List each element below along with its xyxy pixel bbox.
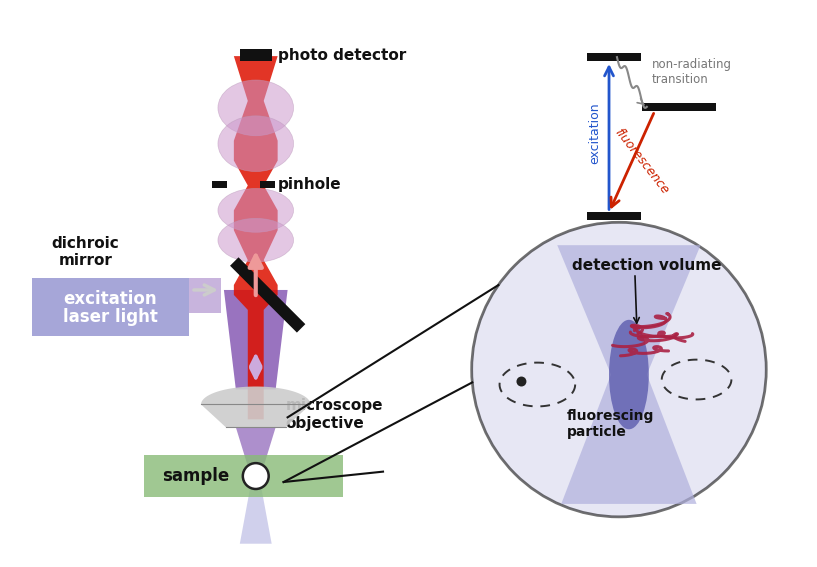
Text: fluorescing
particle: fluorescing particle xyxy=(567,409,654,439)
Bar xyxy=(240,49,272,61)
Ellipse shape xyxy=(218,188,293,232)
Polygon shape xyxy=(224,290,288,390)
Polygon shape xyxy=(201,387,310,404)
Text: excitation: excitation xyxy=(64,290,158,308)
Polygon shape xyxy=(557,245,700,504)
Text: fluorescence: fluorescence xyxy=(612,126,672,197)
Text: microscope
objective: microscope objective xyxy=(286,398,383,430)
Ellipse shape xyxy=(218,218,293,262)
Ellipse shape xyxy=(609,320,649,429)
Bar xyxy=(587,53,641,61)
Text: dichroic
mirror: dichroic mirror xyxy=(51,236,119,268)
Bar xyxy=(212,180,227,188)
Circle shape xyxy=(243,463,269,489)
Polygon shape xyxy=(236,428,275,479)
Bar xyxy=(261,180,275,188)
Bar xyxy=(32,278,189,336)
Circle shape xyxy=(516,376,526,387)
Text: excitation: excitation xyxy=(588,102,601,163)
Text: sample: sample xyxy=(163,467,230,485)
Text: laser light: laser light xyxy=(63,308,158,326)
Polygon shape xyxy=(234,56,278,420)
Text: non-radiating
transition: non-radiating transition xyxy=(652,58,732,86)
Bar xyxy=(189,278,221,313)
Ellipse shape xyxy=(218,116,293,172)
Text: pinhole: pinhole xyxy=(278,177,342,192)
Polygon shape xyxy=(201,404,310,428)
Bar xyxy=(587,213,641,221)
Bar xyxy=(145,455,343,497)
Circle shape xyxy=(471,222,766,517)
Ellipse shape xyxy=(218,80,293,136)
Text: photo detector: photo detector xyxy=(278,48,406,62)
Text: detection volume: detection volume xyxy=(572,257,721,273)
Polygon shape xyxy=(240,479,272,544)
Polygon shape xyxy=(230,257,306,333)
Bar xyxy=(642,103,717,111)
